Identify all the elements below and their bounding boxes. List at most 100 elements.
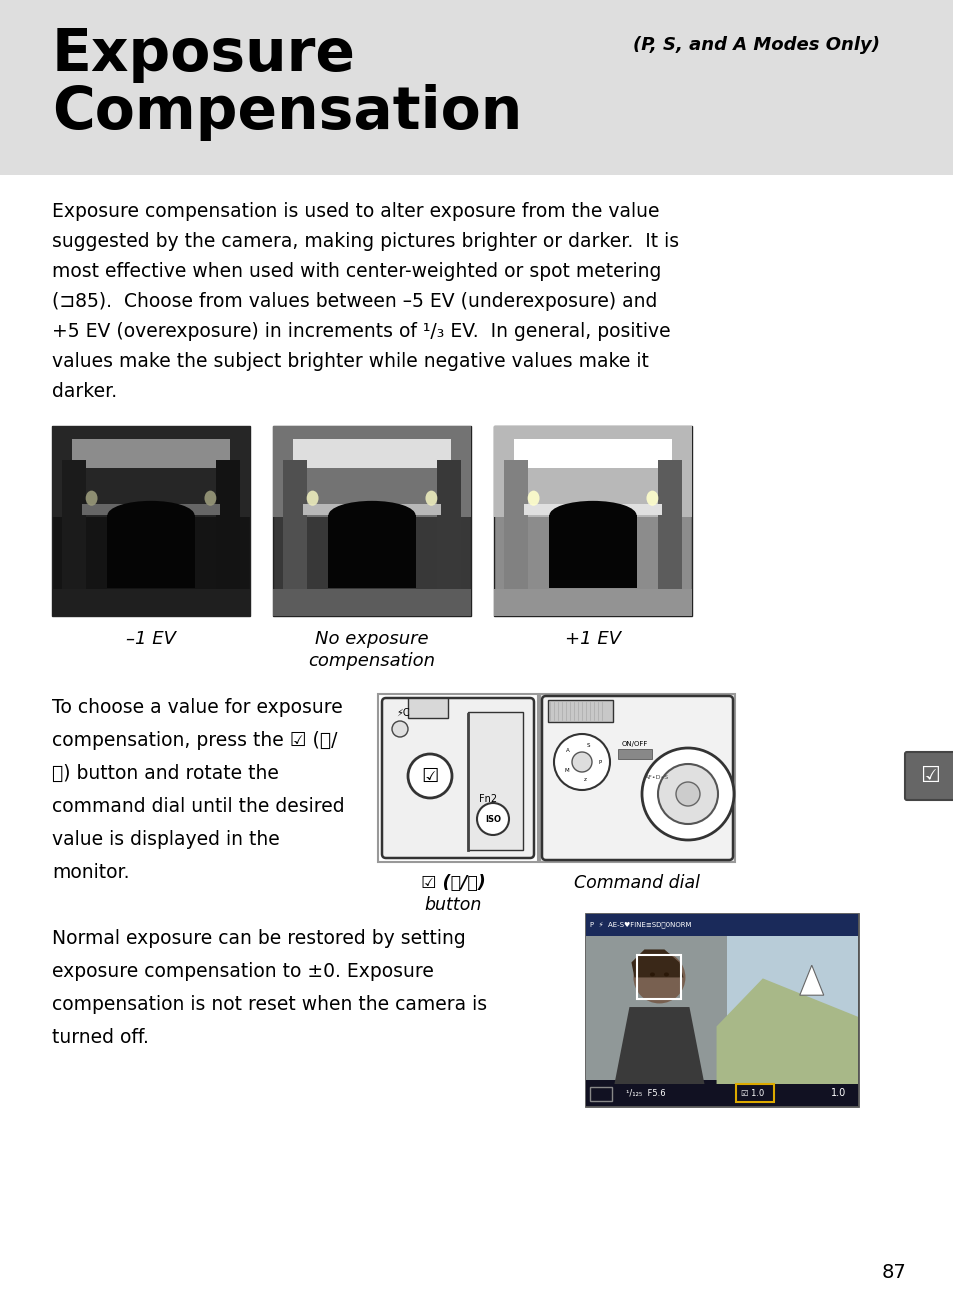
Text: ISO: ISO xyxy=(484,815,500,824)
Bar xyxy=(273,590,471,616)
Text: (P, S, and A Modes Only): (P, S, and A Modes Only) xyxy=(633,35,879,54)
Text: +5 EV (overexposure) in increments of ¹/₃ EV.  In general, positive: +5 EV (overexposure) in increments of ¹/… xyxy=(52,322,670,342)
Bar xyxy=(547,700,613,721)
Text: P: P xyxy=(598,759,601,765)
Ellipse shape xyxy=(86,490,97,506)
Text: compensation: compensation xyxy=(308,652,435,670)
Polygon shape xyxy=(631,950,682,978)
Circle shape xyxy=(392,721,408,737)
Bar xyxy=(293,439,451,468)
Bar xyxy=(637,955,680,1000)
Bar xyxy=(52,426,250,518)
Bar xyxy=(302,503,441,515)
Text: Normal exposure can be restored by setting: Normal exposure can be restored by setti… xyxy=(52,929,465,947)
Circle shape xyxy=(676,782,700,805)
Bar xyxy=(436,460,460,616)
Bar xyxy=(377,694,537,862)
Text: ☑ 1.0: ☑ 1.0 xyxy=(740,1088,763,1097)
Bar xyxy=(273,426,471,518)
Text: exposure compensation to ±0. Exposure: exposure compensation to ±0. Exposure xyxy=(52,962,434,982)
Text: ¹/₁₂₅  F5.6: ¹/₁₂₅ F5.6 xyxy=(625,1088,665,1097)
Ellipse shape xyxy=(204,490,216,506)
Text: compensation, press the ☑ (Ⓡ/: compensation, press the ☑ (Ⓡ/ xyxy=(52,731,337,750)
Bar xyxy=(62,460,86,616)
Bar xyxy=(585,1080,857,1106)
Bar xyxy=(589,1087,612,1101)
Text: S: S xyxy=(586,742,589,748)
Text: 1.0: 1.0 xyxy=(830,1088,845,1099)
Text: monitor.: monitor. xyxy=(52,863,130,882)
Text: +1 EV: +1 EV xyxy=(564,629,620,648)
Bar xyxy=(539,694,734,862)
Text: No exposure: No exposure xyxy=(314,629,428,648)
Polygon shape xyxy=(799,966,822,995)
Text: compensation is not reset when the camera is: compensation is not reset when the camer… xyxy=(52,995,487,1014)
Circle shape xyxy=(658,763,718,824)
Text: command dial until the desired: command dial until the desired xyxy=(52,798,344,816)
Circle shape xyxy=(633,951,684,1004)
Text: –1 EV: –1 EV xyxy=(126,629,175,648)
Text: ☑ (Ⓡ/Ⓟ): ☑ (Ⓡ/Ⓟ) xyxy=(420,874,485,892)
Bar xyxy=(585,915,857,1106)
Ellipse shape xyxy=(663,972,668,976)
Text: Exposure compensation is used to alter exposure from the value: Exposure compensation is used to alter e… xyxy=(52,202,659,221)
Circle shape xyxy=(554,735,609,790)
Circle shape xyxy=(476,803,509,834)
Bar xyxy=(273,426,471,616)
Text: turned off.: turned off. xyxy=(52,1028,149,1047)
Circle shape xyxy=(641,748,733,840)
Text: (⊐85).  Choose from values between –5 EV (underexposure) and: (⊐85). Choose from values between –5 EV … xyxy=(52,292,657,311)
Ellipse shape xyxy=(425,490,436,506)
Text: z: z xyxy=(583,777,586,782)
Ellipse shape xyxy=(108,501,194,530)
Bar xyxy=(52,426,250,616)
Bar xyxy=(0,0,953,175)
Text: most effective when used with center-weighted or spot metering: most effective when used with center-wei… xyxy=(52,261,660,281)
Text: value is displayed in the: value is displayed in the xyxy=(52,830,279,849)
Text: To choose a value for exposure: To choose a value for exposure xyxy=(52,698,342,717)
Ellipse shape xyxy=(328,501,416,530)
Text: Ⓟ) button and rotate the: Ⓟ) button and rotate the xyxy=(52,763,278,783)
Bar xyxy=(494,426,691,518)
Text: Command dial: Command dial xyxy=(574,874,700,892)
Bar xyxy=(468,712,522,850)
Polygon shape xyxy=(614,1007,703,1084)
Text: Compensation: Compensation xyxy=(52,84,521,141)
FancyBboxPatch shape xyxy=(381,698,534,858)
Bar xyxy=(494,590,691,616)
Text: darker.: darker. xyxy=(52,382,117,401)
Bar xyxy=(408,698,448,717)
Bar xyxy=(494,426,691,616)
Circle shape xyxy=(572,752,592,773)
Bar xyxy=(52,590,250,616)
Circle shape xyxy=(408,754,452,798)
Bar xyxy=(585,915,857,936)
Text: M: M xyxy=(563,769,568,774)
Bar xyxy=(108,515,194,587)
Text: suggested by the camera, making pictures brighter or darker.  It is: suggested by the camera, making pictures… xyxy=(52,233,679,251)
Ellipse shape xyxy=(306,490,318,506)
Bar xyxy=(585,936,727,1084)
Text: Exposure: Exposure xyxy=(52,26,355,83)
Text: ON/OFF: ON/OFF xyxy=(621,741,647,746)
Bar xyxy=(503,460,527,616)
Text: Fn2: Fn2 xyxy=(478,794,497,804)
Bar xyxy=(618,749,651,759)
Text: ⚡C: ⚡C xyxy=(395,708,409,717)
Bar xyxy=(658,460,681,616)
FancyBboxPatch shape xyxy=(904,752,953,800)
Text: 87: 87 xyxy=(881,1263,905,1282)
Bar xyxy=(283,460,306,616)
Bar xyxy=(716,936,857,1084)
Bar xyxy=(71,439,230,468)
Bar xyxy=(216,460,240,616)
Bar xyxy=(82,503,220,515)
Text: values make the subject brighter while negative values make it: values make the subject brighter while n… xyxy=(52,352,648,371)
Bar xyxy=(514,439,672,468)
Ellipse shape xyxy=(649,972,655,976)
FancyBboxPatch shape xyxy=(541,696,732,859)
Bar xyxy=(328,515,416,587)
Ellipse shape xyxy=(646,490,658,506)
Text: button: button xyxy=(424,896,481,915)
Ellipse shape xyxy=(549,501,636,530)
